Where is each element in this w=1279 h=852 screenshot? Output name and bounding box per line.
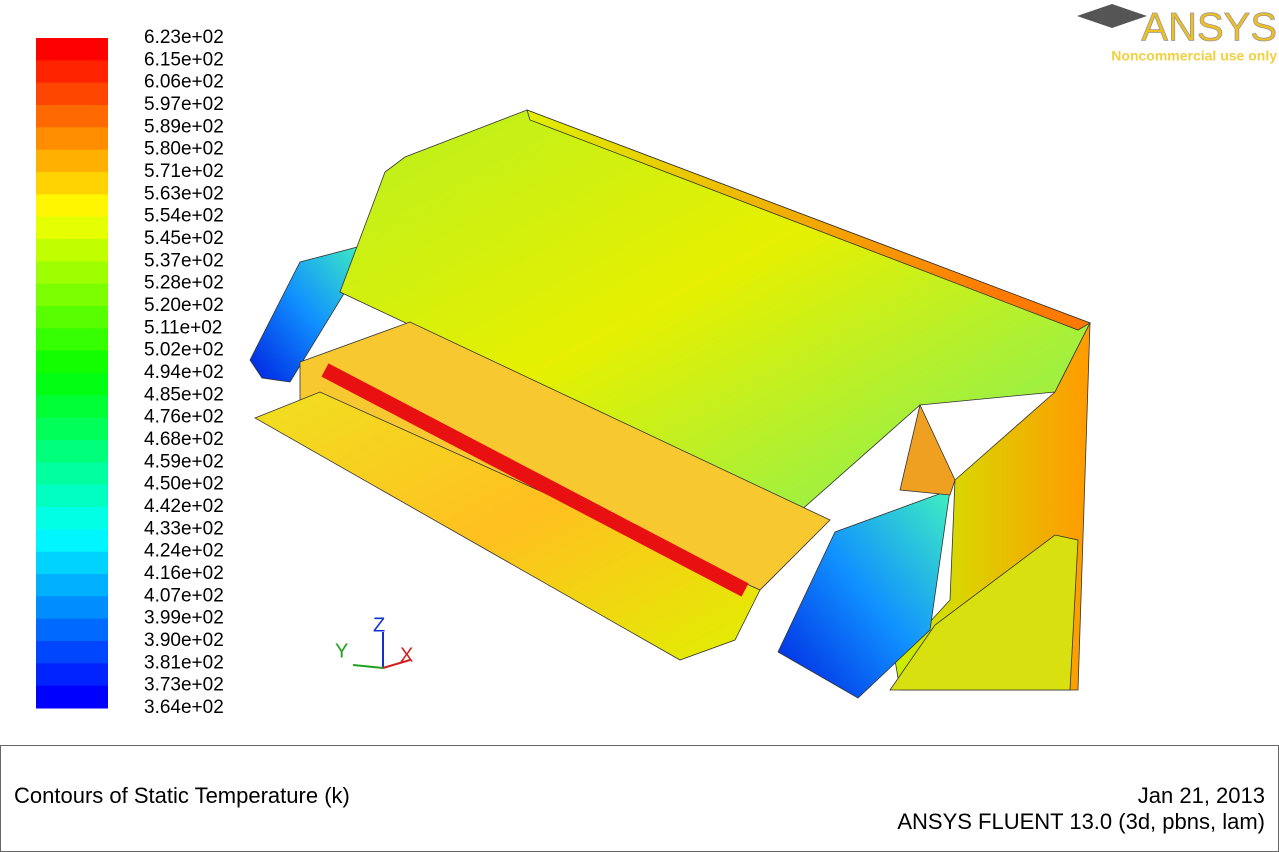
colorbar-label: 4.76e+02	[144, 407, 224, 428]
colorbar-label: 3.90e+02	[144, 630, 224, 651]
color-band	[36, 641, 108, 664]
heater-rod	[321, 363, 749, 597]
front-blue-block	[777, 489, 951, 699]
colorbar-label: 5.54e+02	[144, 206, 224, 227]
axis-triad: Z X Y	[335, 614, 413, 669]
colorbar-label: 4.85e+02	[144, 384, 224, 405]
color-band	[36, 395, 108, 419]
colorbar-label: 6.06e+02	[144, 72, 224, 93]
colorbar: 6.23e+026.15e+026.06e+025.97e+025.89e+02…	[36, 27, 224, 718]
color-band	[36, 328, 108, 352]
color-band	[36, 507, 108, 530]
x-axis	[382, 659, 411, 669]
color-band	[36, 105, 108, 128]
colorbar-label: 6.23e+02	[144, 27, 224, 48]
color-band	[36, 283, 108, 307]
color-band	[36, 149, 108, 173]
colorbar-label: 4.33e+02	[144, 518, 224, 539]
color-band	[36, 306, 108, 329]
color-band	[36, 350, 108, 374]
color-band	[36, 417, 108, 441]
colorbar-label: 4.24e+02	[144, 541, 224, 562]
colorbar-label: 5.97e+02	[144, 94, 224, 115]
color-band	[36, 618, 108, 642]
color-band	[36, 239, 108, 262]
footer-box	[0, 745, 1279, 852]
y-axis	[352, 664, 384, 669]
colorbar-label: 4.16e+02	[144, 563, 224, 584]
colorbar-label: 3.81e+02	[144, 652, 224, 673]
colorbar-label: 5.80e+02	[144, 139, 224, 160]
color-band	[36, 551, 108, 575]
colorbar-label: 4.07e+02	[144, 585, 224, 606]
footer-date: Jan 21, 2013	[1138, 783, 1265, 808]
colorbar-label: 3.64e+02	[144, 697, 224, 718]
colorbar-label: 5.28e+02	[144, 273, 224, 294]
colorbar-label: 4.42e+02	[144, 496, 224, 517]
lower-right-block	[889, 534, 1079, 691]
color-band	[36, 462, 108, 486]
colorbar-label: 5.63e+02	[144, 183, 224, 204]
colorbar-label: 5.89e+02	[144, 116, 224, 137]
model	[249, 109, 1091, 699]
color-band	[36, 663, 108, 687]
color-band	[36, 373, 108, 396]
colorbar-label: 5.45e+02	[144, 228, 224, 249]
color-band	[36, 82, 108, 106]
logo-brand: ANSYS	[1141, 6, 1277, 50]
color-band	[36, 60, 108, 84]
colorbar-label: 6.15e+02	[144, 49, 224, 70]
color-band	[36, 440, 108, 463]
trough	[299, 321, 831, 591]
color-band	[36, 261, 108, 285]
z-label: Z	[373, 614, 385, 636]
logo-note: Noncommercial use only	[1111, 48, 1277, 64]
footer-version: ANSYS FLUENT 13.0 (3d, pbns, lam)	[897, 809, 1265, 834]
colorbar-label: 5.20e+02	[144, 295, 224, 316]
color-band	[36, 194, 108, 218]
plate	[254, 391, 761, 661]
color-band	[36, 574, 108, 597]
colorbar-label: 5.37e+02	[144, 250, 224, 271]
color-band	[36, 596, 108, 620]
colorbar-label: 4.68e+02	[144, 429, 224, 450]
colorbar-label: 5.71e+02	[144, 161, 224, 182]
color-band	[36, 529, 108, 553]
colorbar-label: 3.99e+02	[144, 608, 224, 629]
color-band	[36, 484, 108, 508]
colorbar-label: 3.73e+02	[144, 675, 224, 696]
x-label: X	[400, 644, 413, 666]
color-band	[36, 127, 108, 151]
color-band	[36, 172, 108, 195]
colorbar-label: 4.94e+02	[144, 362, 224, 383]
colorbar-label: 4.50e+02	[144, 474, 224, 495]
color-band	[36, 685, 108, 709]
footer-title: Contours of Static Temperature (k)	[14, 783, 350, 808]
colorbar-label: 5.02e+02	[144, 340, 224, 361]
logo: ANSYS Noncommercial use only	[1077, 4, 1277, 64]
colorbar-label: 4.59e+02	[144, 451, 224, 472]
top-edge	[526, 109, 1091, 331]
color-band	[36, 38, 108, 61]
y-label: Y	[335, 640, 348, 662]
colorbar-label: 5.11e+02	[144, 317, 222, 338]
logo-cap	[1077, 4, 1147, 28]
color-band	[36, 216, 108, 240]
inner-block	[899, 403, 956, 496]
